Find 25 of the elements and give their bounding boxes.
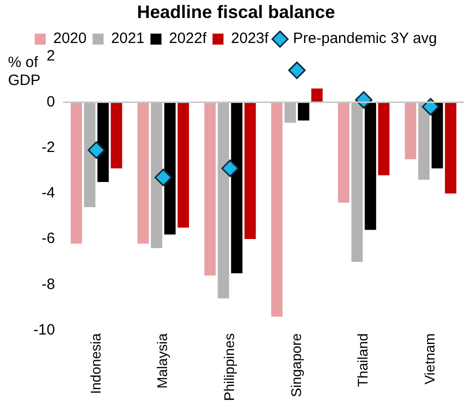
legend-label: 2021 (111, 30, 144, 48)
y-tick-label: -2 (42, 138, 55, 156)
y-tick-label: -10 (33, 321, 55, 338)
y-tick-label: 0 (46, 93, 55, 110)
y-tick-label: 2 (46, 48, 55, 65)
chart-title: Headline fiscal balance (136, 2, 336, 22)
x-tick-label: Vietnam (421, 333, 438, 384)
legend-label: 2022f (168, 30, 208, 48)
point (154, 168, 172, 186)
legend-label: Pre-pandemic 3Y avg (293, 30, 438, 48)
point (422, 98, 440, 116)
y-tick-label: -8 (42, 276, 55, 293)
x-tick-label: Thailand (354, 333, 371, 387)
legend-label: 2023f (231, 30, 270, 48)
y-tick-label: -4 (42, 184, 55, 202)
x-tick-label: Indonesia (87, 333, 104, 394)
y-axis-title: % of GDP (8, 54, 41, 89)
x-tick-label: Philippines (220, 333, 237, 402)
point (288, 62, 306, 80)
x-tick-label: Malaysia (154, 333, 170, 389)
x-tick-label: Singapore (288, 333, 304, 398)
point (221, 160, 239, 178)
y-tick-label: -6 (42, 230, 55, 248)
point (88, 141, 106, 159)
legend-label: 2020 (53, 30, 87, 48)
